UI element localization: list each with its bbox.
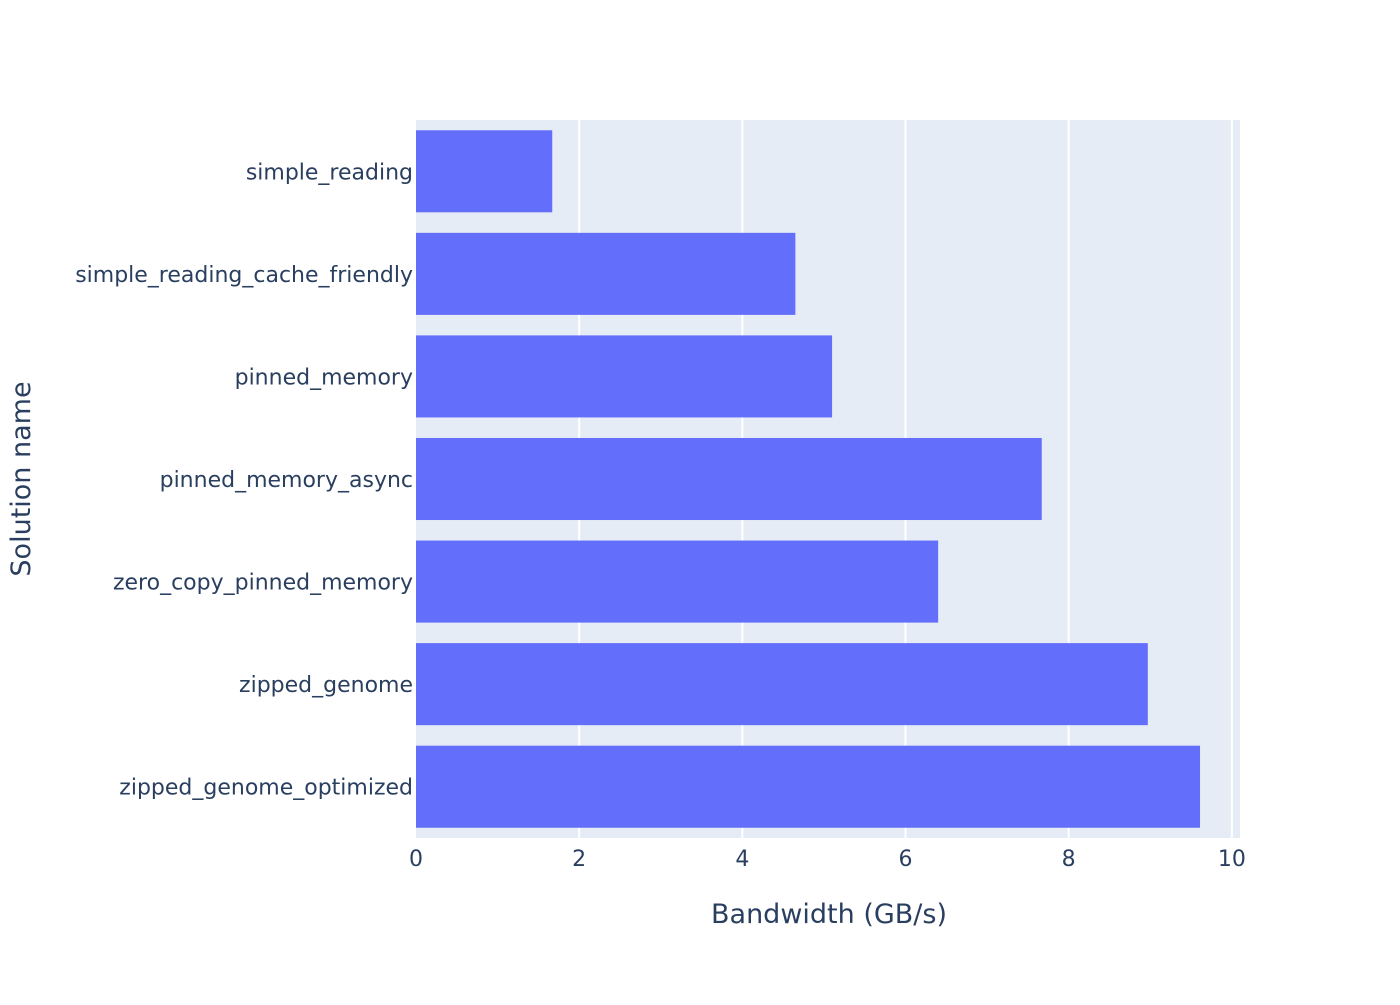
bar-pinned-memory[interactable] xyxy=(416,335,833,418)
x-tick-label: 10 xyxy=(1218,847,1246,872)
y-tick-label: pinned_memory_async xyxy=(160,468,413,493)
bar-zipped-genome-optimized[interactable] xyxy=(416,745,1201,828)
bars xyxy=(416,130,1201,828)
x-tick-label: 8 xyxy=(1062,847,1076,872)
x-tick-label: 4 xyxy=(735,847,749,872)
y-tick-label: zipped_genome_optimized xyxy=(119,776,413,801)
x-tick-label: 6 xyxy=(899,847,913,872)
y-tick-label: pinned_memory xyxy=(235,365,413,390)
y-tick-label: zero_copy_pinned_memory xyxy=(113,571,413,596)
bar-zero-copy-pinned-memory[interactable] xyxy=(416,540,939,623)
y-tick-label: zipped_genome xyxy=(239,673,413,698)
bar-simple-reading[interactable] xyxy=(416,130,553,213)
bar-zipped-genome[interactable] xyxy=(416,643,1148,726)
y-axis-title: Solution name xyxy=(6,381,37,576)
y-axis-ticks: simple_reading simple_reading_cache_frien… xyxy=(75,160,413,800)
y-tick-label: simple_reading_cache_friendly xyxy=(75,263,413,288)
bar-simple-reading-cache-friendly[interactable] xyxy=(416,232,796,315)
x-axis-ticks: 0 2 4 6 8 10 xyxy=(409,847,1246,872)
y-tick-label: simple_reading xyxy=(246,160,413,185)
x-tick-label: 2 xyxy=(572,847,586,872)
bar-pinned-memory-async[interactable] xyxy=(416,437,1042,521)
x-tick-label: 0 xyxy=(409,847,423,872)
x-axis-title: Bandwidth (GB/s) xyxy=(711,899,947,930)
